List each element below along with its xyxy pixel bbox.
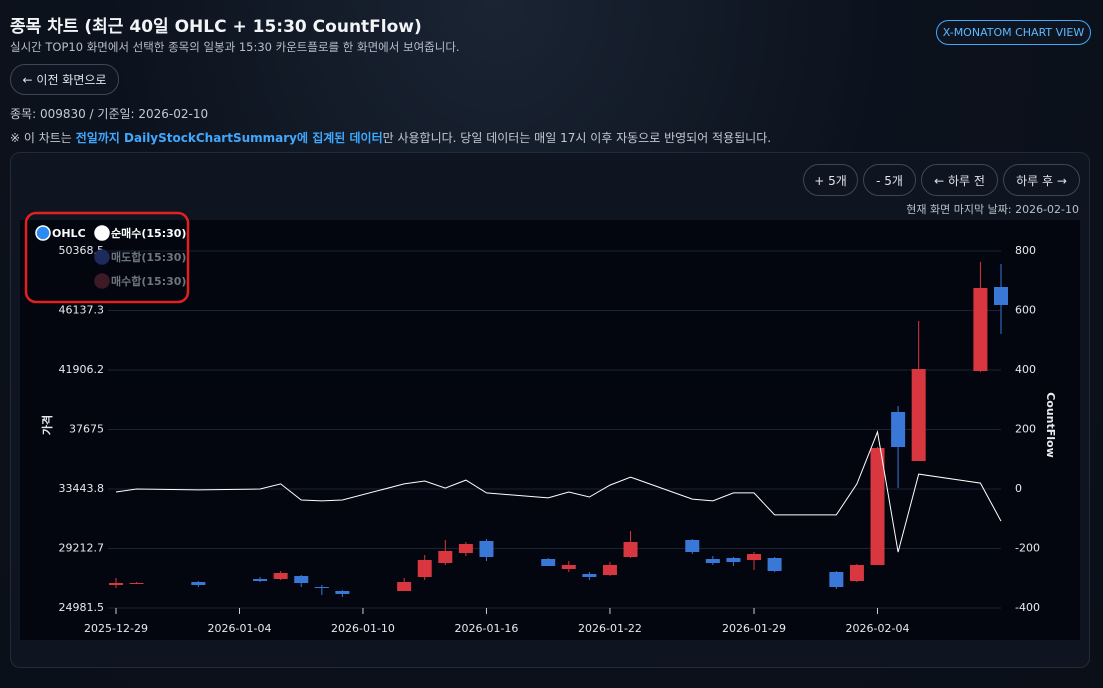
candle-body — [335, 591, 350, 595]
candle-body — [582, 574, 597, 577]
candle-body — [314, 586, 329, 588]
subtitle: 실시간 TOP10 화면에서 선택한 종목의 일봉과 15:30 카운트플로를 … — [10, 40, 460, 54]
candle-body — [849, 565, 864, 582]
candle-body — [685, 540, 700, 552]
y2-tick-label: 800 — [1015, 244, 1036, 257]
y-tick-label: 50368.5 — [59, 244, 105, 257]
candle-body — [417, 559, 432, 577]
candle-body — [438, 550, 453, 563]
view-button[interactable]: X-MONATOM CHART VIEW — [936, 20, 1091, 45]
x-tick-label: 2026-02-04 — [846, 622, 910, 635]
last-date: 현재 화면 마지막 날짜: 2026-02-10 — [906, 203, 1079, 216]
legend-label: 매도합(15:30) — [111, 250, 186, 264]
x-tick-label: 2026-01-16 — [454, 622, 518, 635]
control-button[interactable]: + 5개 — [803, 164, 858, 196]
y-tick-label: 41906.2 — [59, 363, 105, 376]
highlight-box — [24, 211, 190, 304]
legend-marker — [94, 249, 110, 265]
x-tick-label: 2026-01-10 — [331, 622, 395, 635]
candle-body — [602, 565, 617, 576]
control-button[interactable]: 하루 후 → — [1003, 164, 1080, 196]
candle-body — [191, 582, 206, 586]
control-button[interactable]: - 5개 — [863, 164, 916, 196]
notice-prefix: ※ 이 차트는 — [10, 131, 72, 145]
candle-body — [726, 558, 741, 562]
y2-tick-label: 400 — [1015, 363, 1036, 376]
legend-marker — [94, 273, 110, 289]
x-tick-label: 2026-01-04 — [208, 622, 272, 635]
y2-tick-label: -200 — [1015, 542, 1040, 555]
y-tick-label: 29212.7 — [59, 541, 105, 554]
candle-body — [458, 543, 473, 553]
candle-body — [129, 583, 144, 585]
back-button[interactable]: ← 이전 화면으로 — [10, 64, 119, 95]
y-tick-label: 46137.3 — [59, 304, 105, 317]
candle-body — [870, 448, 885, 566]
x-tick-label: 2026-01-29 — [722, 622, 786, 635]
candle-body — [623, 541, 638, 558]
x-tick-label: 2025-12-29 — [84, 622, 148, 635]
notice-highlight: 전일까지 DailyStockChartSummary에 집계된 데이터 — [75, 131, 383, 145]
page-title: 종목 차트 (최근 40일 OHLC + 15:30 CountFlow) — [10, 17, 422, 37]
candle-body — [273, 573, 288, 579]
candle-body — [479, 541, 494, 558]
y2-tick-label: 0 — [1015, 482, 1022, 495]
candle-body — [294, 576, 309, 584]
legend-label: 매수합(15:30) — [111, 274, 186, 288]
y2-tick-label: 600 — [1015, 304, 1036, 317]
legend-label: OHLC — [52, 227, 86, 240]
y-tick-label: 33443.8 — [59, 482, 105, 495]
y2-tick-label: 200 — [1015, 423, 1036, 436]
notice: ※ 이 차트는 전일까지 DailyStockChartSummary에 집계된… — [10, 129, 771, 146]
line-series — [115, 430, 1002, 553]
candle-body — [109, 583, 123, 586]
candle-body — [829, 572, 844, 587]
candle-body — [541, 558, 556, 567]
y-tick-label: 37675 — [69, 423, 104, 436]
candle-body — [891, 412, 906, 448]
candle-body — [973, 288, 988, 372]
y2-tick-label: -400 — [1015, 601, 1040, 614]
candle-body — [397, 582, 412, 592]
candle-body — [994, 287, 1008, 306]
y2-axis-title: CountFlow — [1044, 392, 1057, 458]
legend-marker — [35, 225, 51, 241]
candle-body — [705, 558, 720, 563]
x-tick-label: 2026-01-22 — [578, 622, 642, 635]
candle-body — [747, 554, 762, 560]
notice-suffix: 만 사용합니다. 당일 데이터는 매일 17시 이후 자동으로 반영되어 적용됩… — [382, 131, 772, 145]
candle-body — [767, 558, 782, 571]
y-axis-title: 가격 — [40, 415, 54, 435]
legend-marker — [94, 225, 110, 241]
control-button[interactable]: ← 하루 전 — [921, 164, 998, 196]
y-tick-label: 24981.5 — [59, 601, 105, 614]
candle-body — [911, 369, 926, 462]
candle-body — [561, 565, 576, 569]
meta: 종목: 009830 / 기준일: 2026-02-10 — [10, 107, 209, 121]
candle-body — [253, 578, 268, 582]
legend-label: 순매수(15:30) — [111, 226, 186, 240]
